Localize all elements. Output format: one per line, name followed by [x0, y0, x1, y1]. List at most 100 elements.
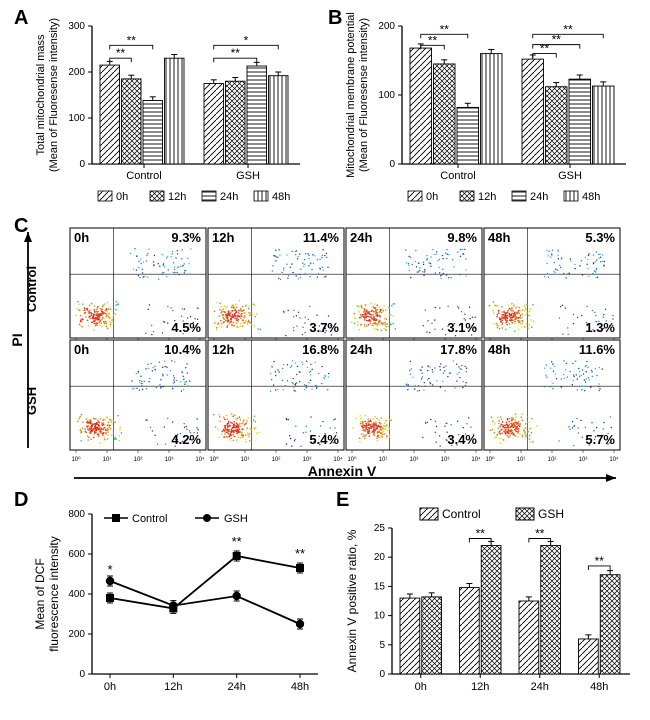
svg-text:15: 15	[374, 581, 386, 592]
svg-text:0: 0	[379, 669, 385, 680]
svg-text:Total mitochondrial mass: Total mitochondrial mass	[35, 34, 47, 156]
svg-text:Mitochondrial membrane potenti: Mitochondrial membrane potential	[345, 12, 357, 178]
svg-text:200: 200	[68, 67, 85, 78]
svg-text:1.3%: 1.3%	[585, 320, 615, 335]
svg-text:10¹: 10¹	[103, 457, 112, 463]
svg-text:10.4%: 10.4%	[164, 342, 201, 357]
svg-text:**: **	[295, 546, 305, 561]
svg-text:10⁰: 10⁰	[71, 456, 81, 463]
svg-text:0h: 0h	[74, 230, 89, 245]
svg-text:Annexin V positive ratio, %: Annexin V positive ratio, %	[345, 529, 359, 672]
svg-text:10²: 10²	[272, 457, 281, 463]
svg-text:C: C	[14, 215, 28, 237]
svg-text:**: **	[232, 534, 242, 549]
svg-text:3.7%: 3.7%	[309, 320, 339, 335]
svg-text:PI: PI	[12, 333, 25, 346]
svg-text:(Mean of Fluoresense intensity: (Mean of Fluoresense intensity)	[48, 18, 60, 172]
svg-text:10⁰: 10⁰	[209, 456, 219, 463]
svg-text:24h: 24h	[530, 191, 548, 203]
svg-text:48h: 48h	[488, 342, 510, 357]
svg-text:GSH: GSH	[24, 387, 39, 415]
svg-text:**: **	[540, 42, 550, 56]
svg-text:**: **	[563, 22, 573, 36]
svg-text:10³: 10³	[579, 457, 588, 463]
svg-text:0h: 0h	[116, 191, 128, 203]
svg-text:3.1%: 3.1%	[447, 320, 477, 335]
svg-text:12h: 12h	[164, 681, 182, 693]
svg-text:GSH: GSH	[224, 513, 248, 525]
svg-text:48h: 48h	[590, 681, 608, 693]
svg-text:10⁰: 10⁰	[347, 456, 357, 463]
svg-text:10³: 10³	[441, 457, 450, 463]
svg-text:0h: 0h	[104, 681, 116, 693]
svg-text:10²: 10²	[410, 457, 419, 463]
svg-text:A: A	[14, 7, 28, 29]
svg-text:GSH: GSH	[558, 170, 582, 182]
svg-text:**: **	[428, 33, 438, 47]
svg-text:100: 100	[68, 113, 85, 124]
svg-text:Control: Control	[132, 513, 167, 525]
svg-text:10³: 10³	[165, 457, 174, 463]
svg-text:300: 300	[68, 21, 85, 32]
svg-text:10: 10	[374, 611, 386, 622]
svg-text:800: 800	[68, 509, 85, 520]
svg-text:48h: 48h	[488, 230, 510, 245]
svg-text:*: *	[107, 562, 112, 577]
svg-text:10¹: 10¹	[517, 457, 526, 463]
svg-text:**: **	[476, 527, 486, 541]
svg-text:12h: 12h	[478, 191, 496, 203]
svg-text:GSH: GSH	[236, 170, 260, 182]
svg-text:5.4%: 5.4%	[309, 432, 339, 447]
svg-text:24h: 24h	[350, 230, 372, 245]
svg-text:16.8%: 16.8%	[302, 342, 339, 357]
svg-text:100: 100	[378, 90, 395, 101]
svg-text:10⁴: 10⁴	[333, 456, 343, 463]
svg-text:Mean of DCF: Mean of DCF	[33, 558, 47, 629]
svg-text:5.7%: 5.7%	[585, 432, 615, 447]
figure-svg: 0100200300Total mitochondrial mass(Mean …	[12, 6, 638, 714]
svg-text:9.3%: 9.3%	[171, 230, 201, 245]
svg-text:D: D	[14, 489, 28, 511]
svg-text:**: **	[231, 46, 241, 60]
svg-text:24h: 24h	[227, 681, 245, 693]
figure-root: 0100200300Total mitochondrial mass(Mean …	[0, 0, 650, 720]
svg-text:48h: 48h	[582, 191, 600, 203]
svg-text:**: **	[535, 527, 545, 541]
svg-text:12h: 12h	[212, 230, 234, 245]
svg-text:200: 200	[378, 21, 395, 32]
svg-text:Control: Control	[440, 170, 475, 182]
svg-text:20: 20	[374, 552, 386, 563]
svg-text:48h: 48h	[291, 681, 309, 693]
svg-text:Control: Control	[442, 507, 481, 521]
svg-text:17.8%: 17.8%	[440, 342, 477, 357]
svg-text:(Mean of Fluoresense intensity: (Mean of Fluoresense intensity)	[358, 18, 370, 172]
svg-text:10¹: 10¹	[379, 457, 388, 463]
svg-text:0h: 0h	[74, 342, 89, 357]
svg-text:B: B	[328, 7, 342, 29]
svg-text:11.4%: 11.4%	[303, 230, 340, 245]
svg-text:24h: 24h	[220, 191, 238, 203]
svg-text:*: *	[244, 33, 249, 47]
svg-text:Control: Control	[24, 266, 39, 312]
svg-text:**: **	[116, 46, 126, 60]
svg-text:24h: 24h	[350, 342, 372, 357]
svg-text:10²: 10²	[548, 457, 557, 463]
svg-text:GSH: GSH	[538, 507, 564, 521]
svg-text:11.6%: 11.6%	[579, 342, 616, 357]
svg-text:400: 400	[68, 589, 85, 600]
svg-text:E: E	[336, 489, 349, 511]
svg-text:48h: 48h	[272, 191, 290, 203]
svg-text:25: 25	[374, 523, 386, 534]
svg-text:Annexin V: Annexin V	[308, 463, 377, 479]
svg-text:9.8%: 9.8%	[447, 230, 477, 245]
svg-text:10⁴: 10⁴	[195, 456, 205, 463]
svg-text:12h: 12h	[212, 342, 234, 357]
svg-text:**: **	[595, 554, 605, 568]
svg-text:5: 5	[379, 640, 385, 651]
svg-text:10²: 10²	[134, 457, 143, 463]
svg-text:10¹: 10¹	[241, 457, 250, 463]
svg-text:3.4%: 3.4%	[447, 432, 477, 447]
svg-text:600: 600	[68, 549, 85, 560]
svg-text:5.3%: 5.3%	[585, 230, 615, 245]
svg-text:200: 200	[68, 629, 85, 640]
